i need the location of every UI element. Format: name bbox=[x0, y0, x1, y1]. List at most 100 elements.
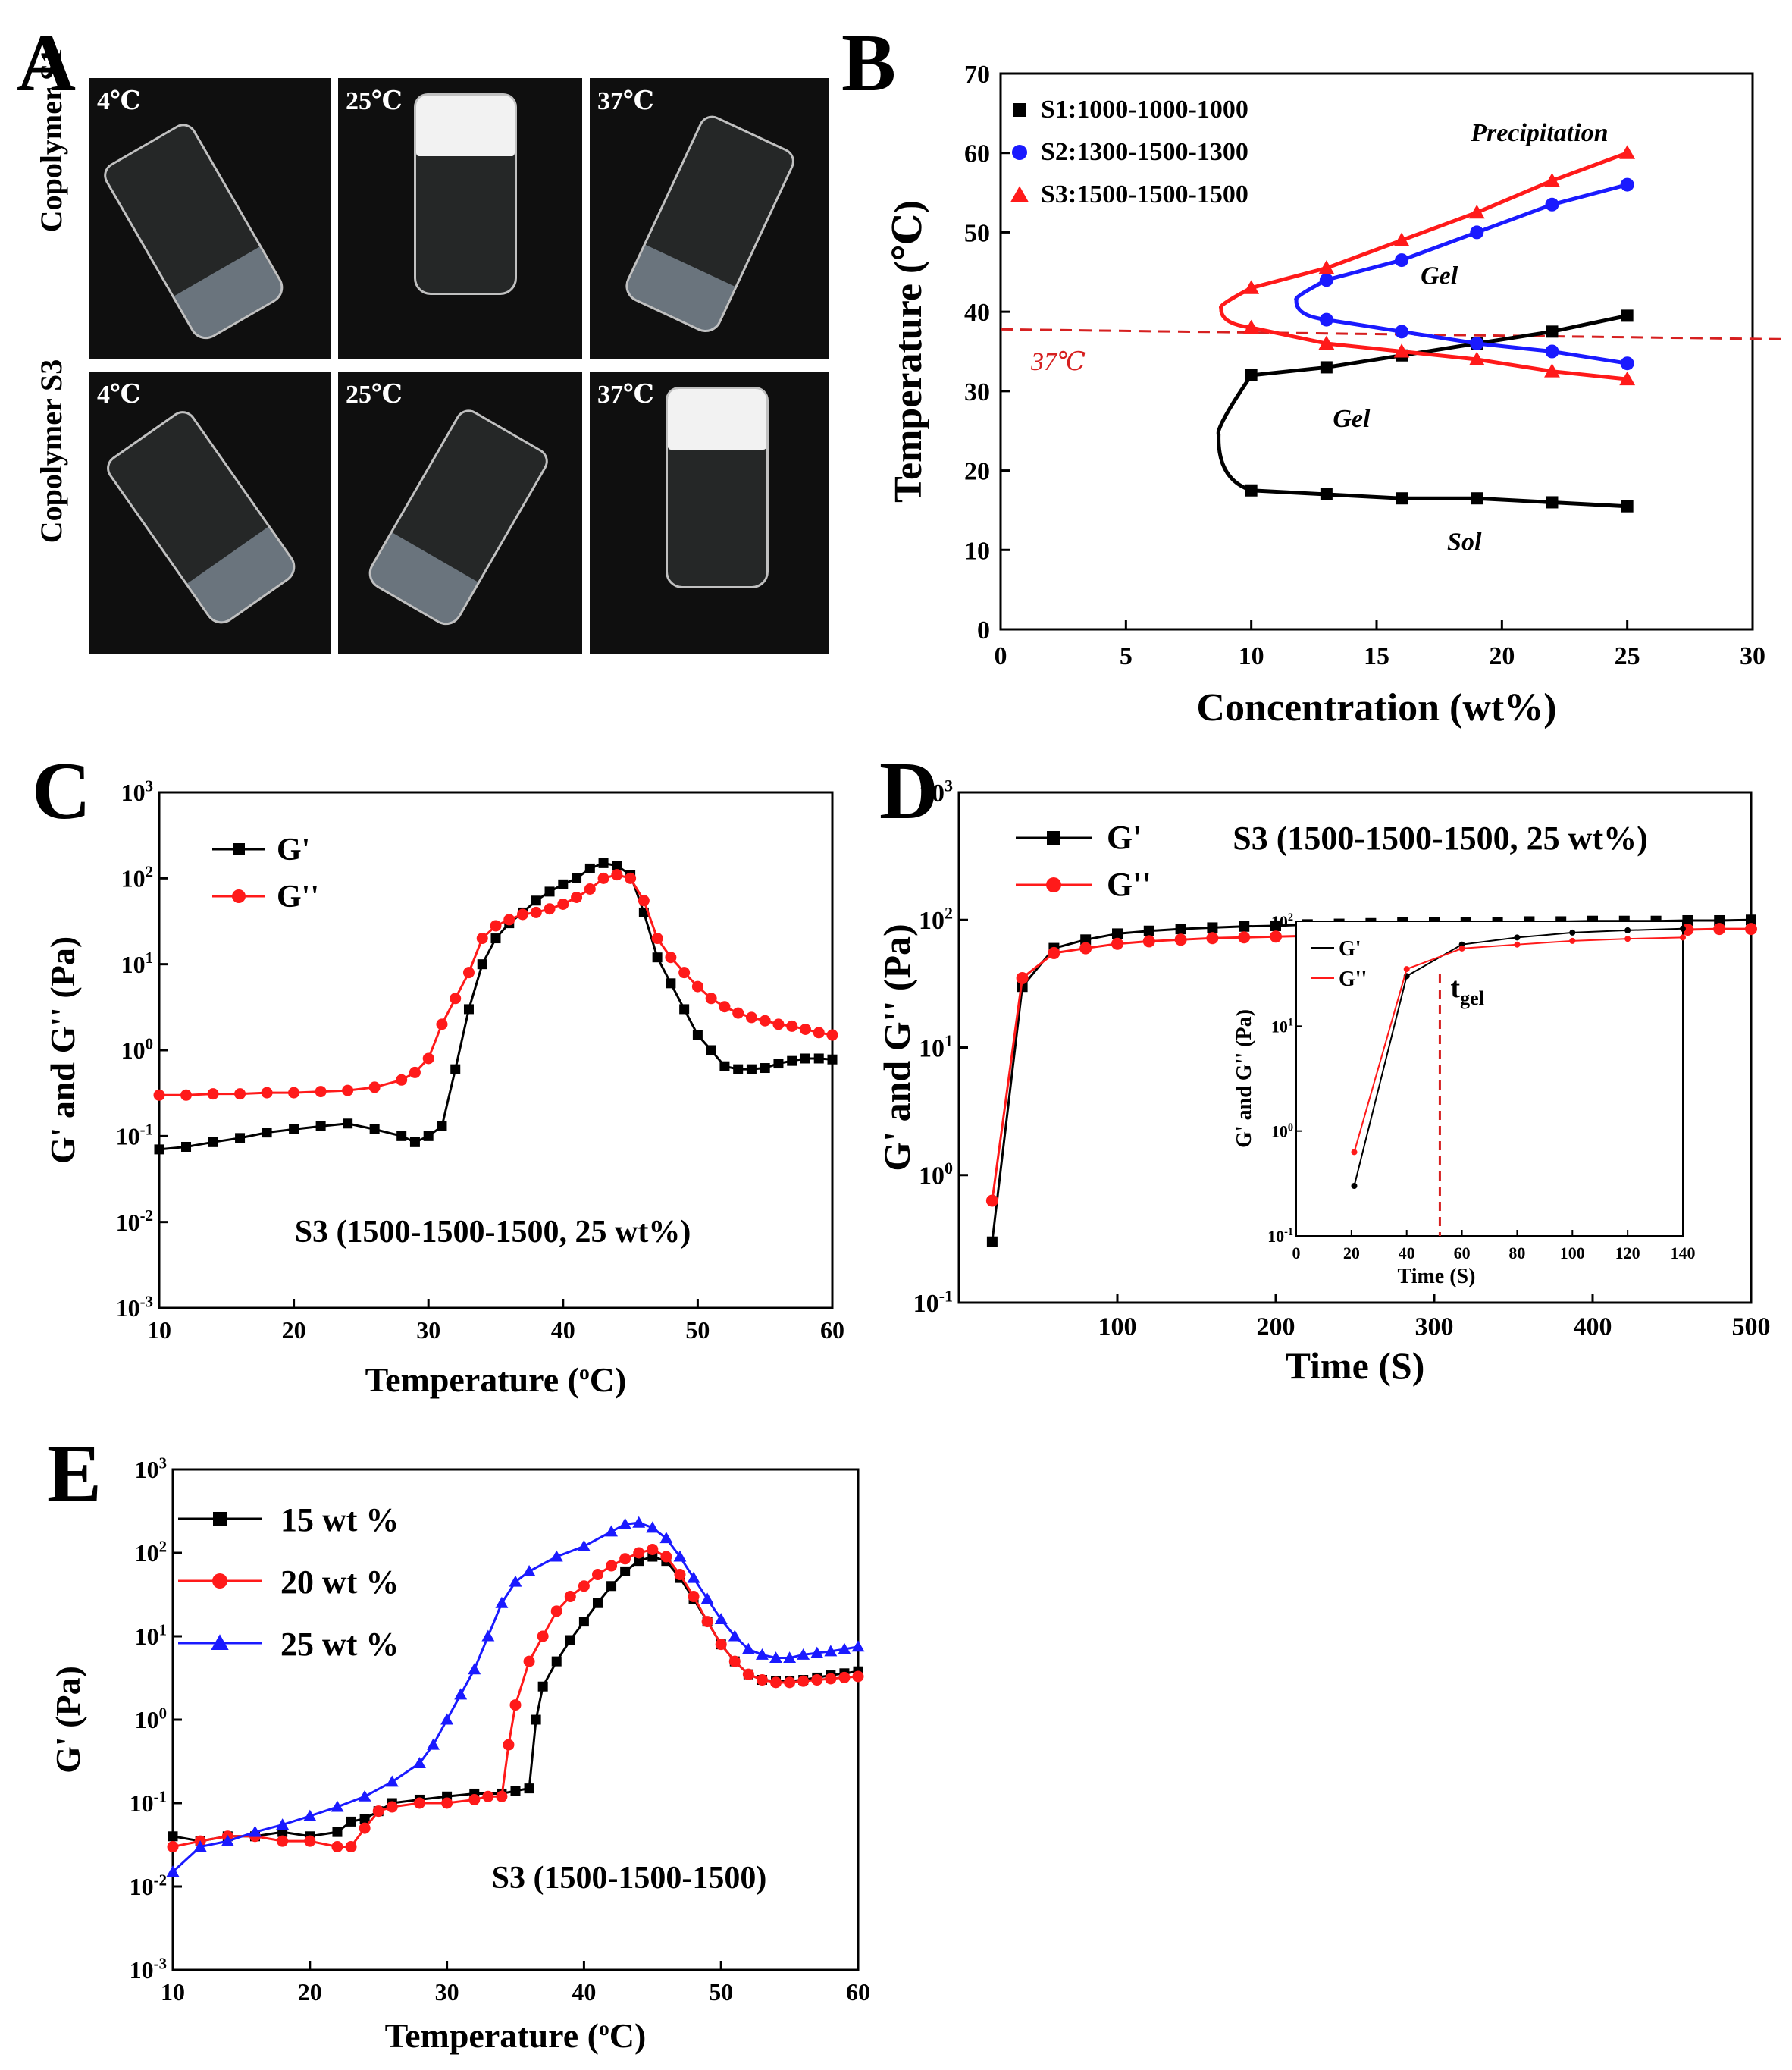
y-tick-label: 40 bbox=[964, 299, 990, 327]
data-point bbox=[437, 1121, 447, 1131]
y-tick-label: 10-1 bbox=[913, 1286, 953, 1318]
y-tick-label: 101 bbox=[919, 1031, 953, 1063]
y-tick-label: 101 bbox=[135, 1621, 167, 1650]
data-point bbox=[517, 908, 529, 921]
panel-letter-c: C bbox=[32, 746, 91, 836]
inset-y-tick-label: 102 bbox=[1271, 911, 1293, 931]
data-point bbox=[598, 858, 609, 868]
data-point bbox=[235, 1133, 246, 1143]
inset-frame bbox=[1295, 921, 1684, 1237]
data-point bbox=[524, 1783, 534, 1794]
legend-label: G'' bbox=[1107, 866, 1151, 903]
reference-line-37c bbox=[1000, 328, 1784, 340]
data-point bbox=[1207, 922, 1218, 933]
data-point bbox=[359, 1822, 371, 1834]
data-point bbox=[986, 1236, 998, 1247]
series-line-2 bbox=[159, 873, 833, 1096]
data-point bbox=[208, 1137, 218, 1147]
y-tick-label: 70 bbox=[964, 61, 990, 89]
data-point bbox=[1546, 496, 1559, 509]
data-point bbox=[531, 1714, 541, 1725]
x-tick-label: 20 bbox=[298, 1978, 322, 2006]
data-point bbox=[1270, 930, 1282, 943]
data-point bbox=[651, 933, 663, 945]
data-point bbox=[369, 1124, 380, 1134]
data-point bbox=[1620, 356, 1634, 371]
data-point bbox=[193, 1840, 207, 1852]
data-point bbox=[168, 1831, 178, 1842]
data-point bbox=[714, 1613, 728, 1625]
data-point bbox=[412, 1757, 426, 1769]
data-point bbox=[692, 1030, 703, 1040]
inset-y-tick-label: 100 bbox=[1271, 1121, 1293, 1141]
data-point bbox=[386, 1801, 398, 1813]
data-point bbox=[633, 1547, 645, 1559]
chart-annotation: S3 (1500-1500-1500) bbox=[492, 1861, 767, 1896]
data-point bbox=[665, 952, 677, 964]
data-point bbox=[1079, 942, 1092, 955]
x-tick-label: 15 bbox=[1364, 642, 1389, 670]
data-point bbox=[544, 903, 556, 915]
data-point bbox=[277, 1835, 289, 1847]
y-tick-label: 0 bbox=[977, 616, 990, 645]
photo-label: 4℃ bbox=[97, 381, 141, 409]
data-point bbox=[646, 1521, 659, 1533]
data-point bbox=[701, 1616, 713, 1628]
data-point bbox=[523, 1655, 535, 1667]
data-point bbox=[611, 869, 623, 881]
inset-legend-label: G'' bbox=[1339, 968, 1367, 991]
data-point bbox=[496, 1790, 508, 1802]
vial-photo-s1-4c: 4℃ bbox=[89, 78, 331, 359]
inset-y-axis-label: G' and G'' (Pa) bbox=[1233, 1009, 1256, 1148]
data-point bbox=[578, 1617, 589, 1627]
data-point bbox=[619, 1553, 631, 1565]
x-tick-label: 300 bbox=[1415, 1313, 1454, 1341]
data-point bbox=[462, 967, 475, 979]
photo-label: 25℃ bbox=[346, 381, 403, 409]
data-point bbox=[1320, 488, 1333, 500]
data-point bbox=[838, 1671, 851, 1683]
x-tick-label: 400 bbox=[1574, 1313, 1612, 1341]
data-point bbox=[482, 1790, 494, 1802]
data-point bbox=[490, 933, 501, 944]
inset-data-point bbox=[1458, 945, 1465, 952]
data-point bbox=[826, 1029, 838, 1041]
data-point bbox=[181, 1141, 192, 1152]
legend-marker bbox=[1046, 877, 1061, 892]
data-point bbox=[167, 1841, 179, 1853]
data-point bbox=[1471, 492, 1483, 505]
data-point bbox=[427, 1738, 440, 1750]
data-point bbox=[288, 1087, 300, 1099]
data-point bbox=[331, 1841, 343, 1853]
x-axis-label: Temperature (oC) bbox=[365, 1360, 627, 1399]
inset-legend-label: G' bbox=[1339, 937, 1361, 961]
legend-label: G' bbox=[1107, 819, 1142, 856]
data-point bbox=[503, 914, 515, 926]
legend-label: 20 wt % bbox=[280, 1563, 399, 1601]
data-point bbox=[719, 1061, 730, 1071]
y-tick-label: 102 bbox=[919, 904, 953, 936]
data-point bbox=[1544, 363, 1560, 378]
data-point bbox=[503, 1739, 515, 1751]
data-point bbox=[1620, 177, 1634, 192]
data-point bbox=[153, 1089, 165, 1101]
data-point bbox=[1746, 914, 1756, 926]
data-point bbox=[1143, 925, 1154, 936]
y-tick-label: 10-1 bbox=[116, 1121, 153, 1150]
data-point bbox=[207, 1088, 219, 1100]
data-point bbox=[584, 883, 596, 895]
data-point bbox=[422, 1052, 434, 1065]
y-tick-label: 103 bbox=[121, 777, 153, 806]
data-point bbox=[1245, 484, 1258, 497]
data-point bbox=[578, 1580, 590, 1592]
data-point bbox=[666, 978, 676, 989]
photo-label: 37℃ bbox=[597, 87, 654, 115]
panel-letter-b: B bbox=[841, 18, 897, 108]
data-point bbox=[851, 1640, 865, 1652]
data-point bbox=[1016, 971, 1029, 984]
data-point bbox=[1320, 361, 1333, 374]
data-point bbox=[572, 873, 582, 883]
data-point bbox=[1621, 500, 1634, 513]
data-point bbox=[1619, 145, 1636, 159]
photo-label: 25℃ bbox=[346, 87, 403, 115]
